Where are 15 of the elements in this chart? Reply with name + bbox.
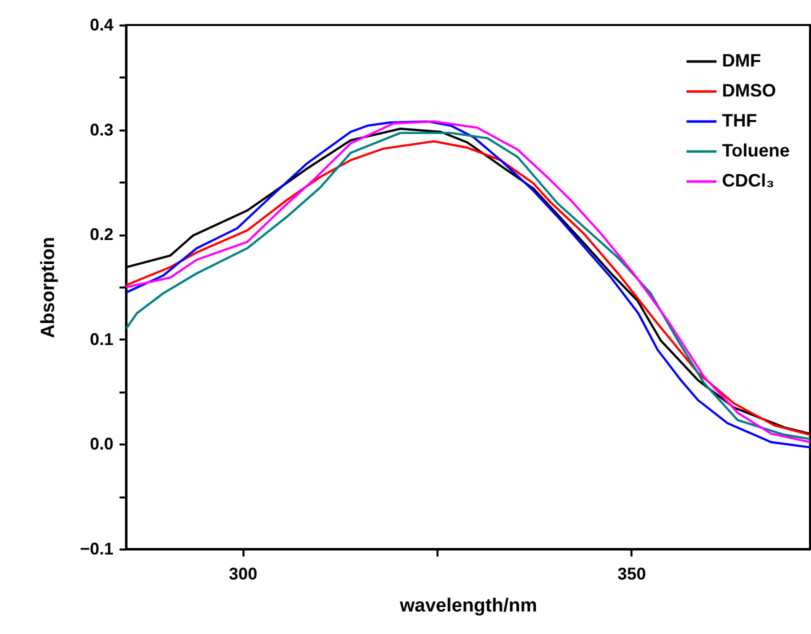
y-axis-title: Absorption bbox=[38, 236, 59, 338]
y-tick-label: −0.1 bbox=[80, 540, 114, 558]
legend-label: Toluene bbox=[722, 140, 790, 160]
legend-label: THF bbox=[722, 110, 757, 130]
y-tick-label: 0.2 bbox=[90, 225, 114, 244]
y-tick-label: 0.3 bbox=[90, 120, 114, 140]
legend-label: DMSO bbox=[722, 80, 776, 100]
y-tick-label: 0.4 bbox=[90, 16, 114, 34]
x-tick-label: 300 bbox=[228, 564, 258, 584]
x-axis-title: wavelength/nm bbox=[398, 596, 538, 616]
y-tick-label: 0.0 bbox=[90, 434, 114, 454]
y-tick-label: 0.1 bbox=[90, 330, 114, 349]
legend-label: DMF bbox=[722, 50, 761, 70]
x-tick-label: 350 bbox=[618, 564, 646, 584]
legend-label: CDCl₃ bbox=[722, 170, 774, 190]
